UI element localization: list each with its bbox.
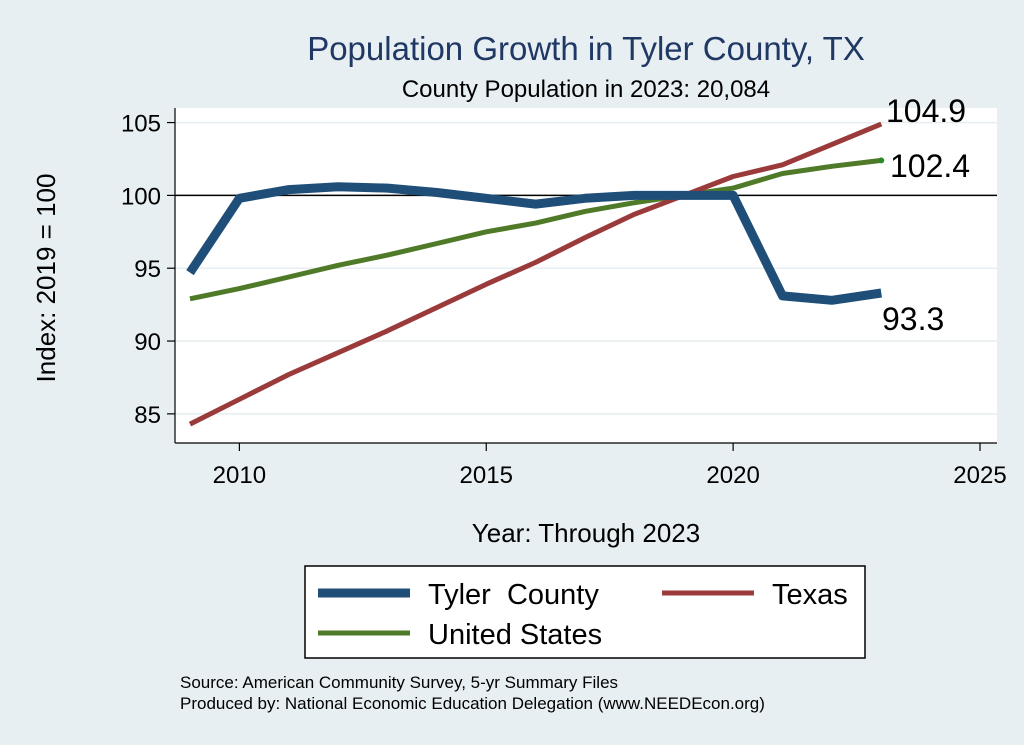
end-label-tyler: 93.3: [882, 301, 944, 337]
chart-subtitle: County Population in 2023: 20,084: [402, 76, 770, 103]
end-label-us: 102.4: [890, 148, 970, 184]
source-note: Source: American Community Survey, 5-yr …: [180, 673, 618, 692]
y-tick-label-95: 95: [134, 256, 161, 283]
series-line-tyler-county: [186, 182, 882, 305]
x-tick-label-2025: 2025: [953, 462, 1006, 489]
y-axis-title: Index: 2019 = 100: [31, 174, 61, 383]
x-tick-label-2010: 2010: [213, 462, 266, 489]
series-line-texas: [188, 121, 883, 427]
axes: [167, 108, 997, 451]
tick-labels: 85 90 95 100 105 2010 2015 2020 2025: [121, 111, 1007, 489]
produced-note: Produced by: National Economic Education…: [180, 694, 765, 713]
legend-label-texas: Texas: [772, 579, 848, 611]
legend: Tyler County Texas United States: [304, 565, 866, 659]
legend-label-us: United States: [428, 619, 602, 651]
y-tick-label-100: 100: [121, 183, 161, 210]
series-end-marker-us: [878, 157, 885, 164]
y-tick-label-105: 105: [121, 111, 161, 138]
x-axis-title: Year: Through 2023: [472, 518, 700, 548]
series-line-united-states: [189, 157, 882, 302]
legend-box: [304, 565, 866, 659]
x-tick-label-2015: 2015: [460, 462, 513, 489]
legend-label-tyler: Tyler County: [428, 579, 599, 611]
y-tick-label-85: 85: [134, 402, 161, 429]
end-label-texas: 104.9: [886, 93, 966, 129]
chart-title: Population Growth in Tyler County, TX: [307, 30, 865, 67]
series-layer: [186, 121, 885, 427]
y-tick-label-90: 90: [134, 329, 161, 356]
x-tick-label-2020: 2020: [706, 462, 759, 489]
